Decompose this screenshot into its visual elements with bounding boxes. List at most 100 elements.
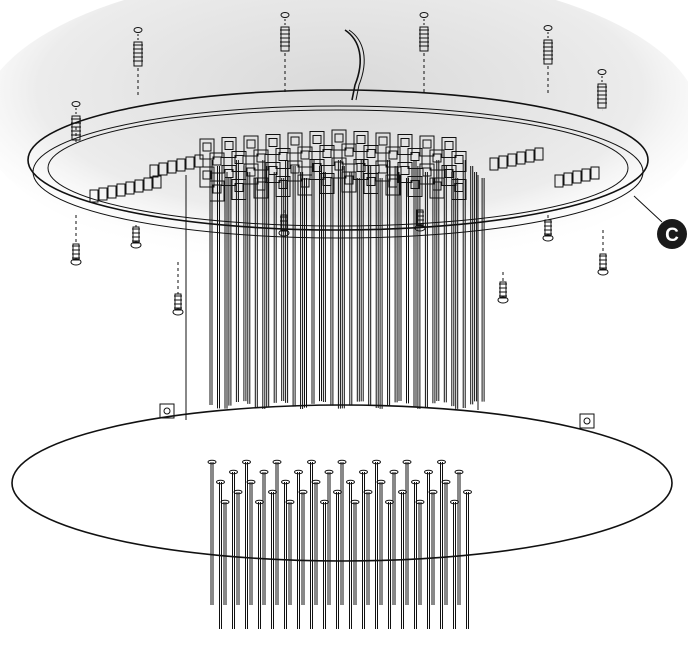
led-module	[275, 148, 291, 169]
led-module	[397, 162, 413, 183]
led-module	[199, 138, 215, 160]
led-module	[297, 146, 313, 168]
led-module	[253, 149, 269, 171]
led-module	[176, 158, 186, 172]
hanging-rod	[333, 489, 342, 629]
hanging-rods-lower	[207, 459, 472, 629]
hanging-rod	[233, 489, 243, 605]
led-module	[199, 166, 215, 188]
hanging-rod	[255, 499, 264, 629]
ceiling-shadow	[0, 0, 688, 270]
led-module	[375, 132, 391, 154]
hanging-rod	[285, 499, 295, 605]
hanging-rod	[454, 469, 464, 605]
hanging-rod	[320, 499, 329, 629]
mounting-screw	[543, 25, 553, 95]
hanging-rod	[424, 469, 433, 629]
led-module	[125, 181, 135, 195]
led-module	[385, 146, 401, 168]
hanging-rod	[281, 479, 290, 629]
hanging-rod	[259, 469, 269, 605]
hanging-rod	[450, 499, 459, 629]
led-module	[152, 175, 162, 189]
mounting-screw	[419, 12, 429, 92]
mounting-screw	[497, 272, 509, 304]
hanging-rod	[385, 499, 394, 629]
led-module	[319, 145, 335, 166]
mounting-screw	[278, 210, 290, 237]
hanging-rod	[246, 479, 256, 605]
hanging-rod	[463, 489, 472, 629]
hanging-rod	[294, 469, 303, 629]
mounting-screw	[597, 69, 607, 109]
hanging-rod	[324, 469, 334, 605]
led-module	[441, 165, 457, 186]
hanging-rod	[337, 459, 347, 605]
led-module	[231, 151, 247, 172]
led-module	[353, 131, 369, 152]
led-module	[525, 149, 535, 163]
callout-c-badge	[657, 219, 687, 249]
led-module	[590, 166, 600, 180]
hanging-rod	[346, 479, 355, 629]
hanging-rod	[441, 479, 451, 605]
bottom-screws	[70, 209, 609, 316]
led-module	[419, 135, 435, 157]
led-module	[116, 183, 126, 197]
hanging-rod	[428, 489, 438, 605]
hanging-rod	[216, 479, 225, 629]
hanging-rod	[415, 499, 425, 605]
hanging-rod	[307, 459, 316, 629]
led-module	[507, 153, 517, 167]
led-module	[243, 135, 259, 157]
hanging-rods-upper	[209, 160, 485, 409]
led-module	[397, 134, 413, 155]
hanging-rod	[207, 459, 217, 605]
mounting-screw	[542, 215, 554, 242]
mounting-screw	[130, 225, 142, 249]
callout-c-label: C	[665, 225, 679, 246]
hanging-rod	[359, 469, 368, 629]
led-module	[331, 157, 347, 179]
mounting-screw	[597, 230, 609, 276]
hanging-rod	[437, 459, 446, 629]
hanging-rod	[311, 479, 321, 605]
led-module	[185, 156, 195, 170]
mounting-screw	[133, 27, 143, 95]
led-module	[134, 179, 144, 193]
led-module	[221, 137, 237, 158]
led-module	[331, 129, 347, 151]
led-module	[287, 132, 303, 154]
hanging-rod	[272, 459, 282, 605]
led-module	[265, 134, 281, 155]
hanging-rod	[376, 479, 386, 605]
hanging-rod	[389, 469, 399, 605]
led-module	[451, 151, 467, 172]
canopy-disc	[11, 403, 673, 562]
led-module	[143, 177, 153, 191]
hanging-rod	[402, 459, 412, 605]
hanging-rod	[350, 499, 360, 605]
led-module	[89, 189, 99, 203]
hanging-rod	[242, 459, 251, 629]
top-screws	[71, 12, 607, 142]
led-module	[194, 154, 204, 168]
led-module	[341, 143, 357, 165]
led-module	[581, 168, 591, 182]
led-module	[98, 187, 108, 201]
led-module	[498, 155, 508, 169]
led-module	[441, 137, 457, 158]
led-module	[363, 145, 379, 166]
hanging-rod	[298, 489, 308, 605]
mounting-screw	[172, 262, 184, 316]
led-module	[534, 147, 544, 161]
led-module	[407, 148, 423, 169]
led-module	[563, 172, 573, 186]
led-module	[158, 162, 168, 176]
mounting-screw	[280, 12, 290, 92]
mounting-screw	[414, 209, 426, 232]
mounting-screw	[70, 215, 82, 266]
led-module	[554, 174, 564, 188]
led-module	[149, 164, 159, 178]
